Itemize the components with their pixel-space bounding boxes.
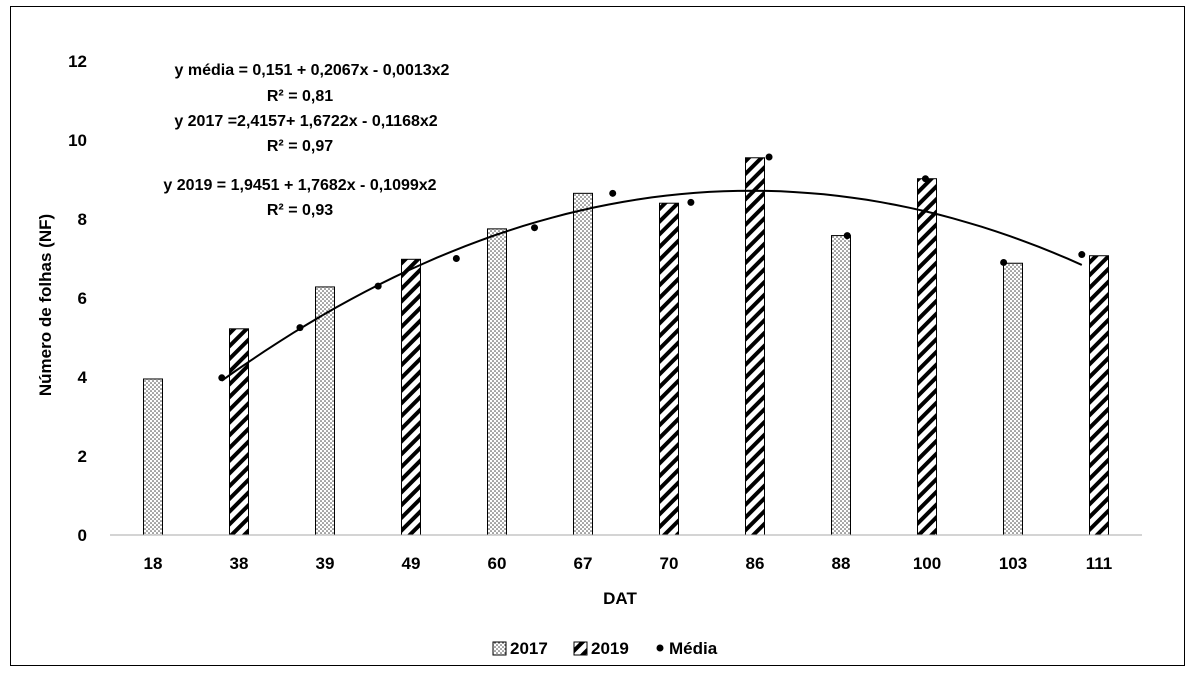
y-tick-label: 4 <box>78 368 88 387</box>
media-point <box>374 282 382 290</box>
legend-label-2019: 2019 <box>591 639 629 658</box>
legend-label-media: Média <box>669 639 718 658</box>
bar-2017 <box>573 192 593 536</box>
media-point <box>218 374 226 382</box>
x-axis-ticks: 18 38 39 49 60 67 70 86 88 100 103 111 <box>144 554 1113 573</box>
legend-swatch-2019 <box>573 641 588 656</box>
media-point <box>921 175 929 183</box>
media-points <box>218 153 1086 382</box>
bar-2017 <box>143 378 163 536</box>
x-tick-label: 49 <box>402 554 421 573</box>
media-point <box>1000 258 1008 266</box>
x-tick-label: 70 <box>660 554 679 573</box>
x-tick-label: 103 <box>999 554 1027 573</box>
y-tick-label: 10 <box>68 131 87 150</box>
bar-2017 <box>831 235 851 536</box>
x-tick-label: 100 <box>913 554 941 573</box>
legend-label-2017: 2017 <box>510 639 548 658</box>
bar-2017 <box>1003 262 1023 536</box>
x-tick-label: 67 <box>574 554 593 573</box>
trendline <box>221 189 1083 382</box>
media-point <box>531 224 539 232</box>
legend-marker-media <box>656 644 664 652</box>
y-tick-label: 0 <box>78 526 87 545</box>
media-point <box>687 198 695 206</box>
bar-2019 <box>1089 255 1109 536</box>
media-point <box>843 232 851 240</box>
y-tick-label: 12 <box>68 52 87 71</box>
media-point <box>452 255 460 262</box>
bar-2019 <box>659 202 679 536</box>
x-tick-label: 60 <box>488 554 507 573</box>
bar-2019 <box>745 157 765 536</box>
x-tick-label: 39 <box>316 554 335 573</box>
y-axis-ticks: 0 2 4 6 8 10 12 <box>68 52 87 545</box>
r2-2019: R² = 0,93 <box>267 202 333 219</box>
y-tick-label: 8 <box>78 210 87 229</box>
legend-swatch-2017 <box>492 641 507 656</box>
equation-2017: y 2017 =2,4157+ 1,6722x - 0,1168x2 <box>174 113 437 130</box>
bars <box>143 157 1109 536</box>
media-point <box>609 189 617 197</box>
bar-2019 <box>917 178 937 536</box>
equations: y média = 0,151 + 0,2067x - 0,0013x2 R² … <box>163 62 449 219</box>
media-point <box>1078 251 1086 259</box>
x-tick-label: 86 <box>746 554 765 573</box>
bar-2017 <box>315 286 335 536</box>
bar-2019 <box>401 258 421 536</box>
y-tick-label: 2 <box>78 447 87 466</box>
bar-2019 <box>229 328 249 536</box>
y-tick-label: 6 <box>78 289 87 308</box>
equation-media: y média = 0,151 + 0,2067x - 0,0013x2 <box>175 62 450 79</box>
r2-2017: R² = 0,97 <box>267 138 333 155</box>
bar-2017 <box>487 228 507 536</box>
media-point <box>296 324 304 332</box>
media-point <box>765 153 773 161</box>
r2-media: R² = 0,81 <box>267 88 333 105</box>
chart-frame <box>10 6 1185 666</box>
x-tick-label: 111 <box>1086 554 1113 573</box>
x-tick-label: 88 <box>832 554 851 573</box>
y-axis-title: Número de folhas (NF) <box>36 214 55 396</box>
equation-2019: y 2019 = 1,9451 + 1,7682x - 0,1099x2 <box>163 177 436 194</box>
legend: 2017 2019 Média <box>492 639 718 658</box>
x-tick-label: 38 <box>230 554 249 573</box>
x-tick-label: 18 <box>144 554 163 573</box>
x-axis-title: DAT <box>603 589 637 608</box>
